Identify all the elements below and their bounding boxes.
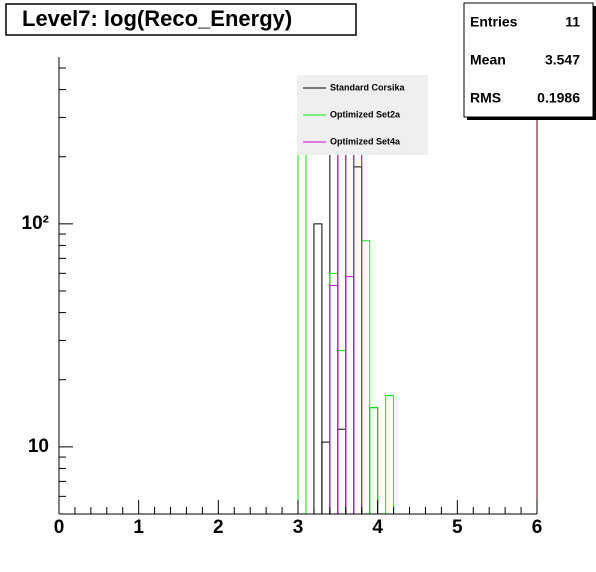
histogram-bar xyxy=(337,116,347,514)
histogram-bar xyxy=(313,223,323,514)
stats-value: 3.547 xyxy=(545,52,580,68)
histogram-bar xyxy=(385,394,395,514)
stats-label: Entries xyxy=(470,14,518,30)
histogram-bar xyxy=(337,350,347,514)
stats-value: 0.1986 xyxy=(537,90,580,106)
histogram-bar xyxy=(329,116,339,514)
histogram-bar xyxy=(353,116,363,514)
stats-label: RMS xyxy=(470,90,501,106)
histogram-bar xyxy=(345,116,355,514)
x-tick-label: 6 xyxy=(532,517,543,538)
x-tick-label: 3 xyxy=(293,517,304,538)
stats-value: 11 xyxy=(565,14,580,30)
histogram-bar xyxy=(345,116,355,514)
x-tick-label: 2 xyxy=(213,517,224,538)
histogram-bar xyxy=(353,116,363,514)
histogram-bar xyxy=(321,441,331,514)
histogram-bar xyxy=(297,116,307,514)
chart-title: Level7: log(Reco_Energy) xyxy=(22,6,292,31)
histogram-bar xyxy=(329,284,339,514)
legend-label: Optimized Set4a xyxy=(330,136,401,146)
histogram-bar xyxy=(337,428,347,514)
histogram-bar xyxy=(345,276,355,514)
histogram-bar xyxy=(369,407,379,514)
title-box xyxy=(5,3,357,36)
y-tick-label: 10 xyxy=(28,436,49,457)
stats-label: Mean xyxy=(470,52,506,68)
histogram-bar xyxy=(369,407,379,514)
histogram-bar xyxy=(353,166,363,514)
histogram-bar xyxy=(361,240,371,514)
legend-label: Standard Corsika xyxy=(330,82,406,92)
x-tick-label: 1 xyxy=(133,517,144,538)
x-tick-label: 5 xyxy=(452,517,463,538)
x-tick-label: 4 xyxy=(372,517,383,538)
x-tick-label: 0 xyxy=(54,517,65,538)
histogram-bar xyxy=(329,272,339,514)
legend-label: Optimized Set2a xyxy=(330,109,401,119)
stats-box xyxy=(463,2,594,118)
y-tick-label: 10² xyxy=(22,213,49,234)
